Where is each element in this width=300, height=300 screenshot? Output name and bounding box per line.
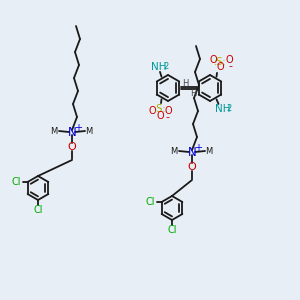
Text: NH: NH — [215, 104, 230, 114]
Text: 2: 2 — [164, 62, 169, 71]
Text: +: + — [194, 143, 202, 153]
Text: 2: 2 — [227, 104, 232, 113]
Text: H: H — [190, 88, 196, 98]
Text: :S:: :S: — [154, 104, 166, 114]
Text: O: O — [188, 162, 196, 172]
Text: O: O — [209, 55, 217, 65]
Text: O: O — [148, 106, 156, 116]
Text: O: O — [156, 111, 164, 121]
Text: +: + — [74, 123, 82, 133]
Text: O: O — [216, 62, 224, 72]
Text: Cl: Cl — [167, 225, 177, 235]
Text: O: O — [164, 106, 172, 116]
Text: O: O — [225, 55, 233, 65]
Text: -: - — [228, 61, 232, 71]
Text: Cl: Cl — [33, 205, 43, 215]
Text: O: O — [68, 142, 76, 152]
Text: M: M — [206, 146, 213, 155]
Text: Cl: Cl — [146, 197, 155, 207]
Text: M: M — [50, 127, 58, 136]
Text: N: N — [188, 146, 196, 158]
Text: M: M — [170, 146, 178, 155]
Text: H: H — [182, 79, 188, 88]
Text: -: - — [165, 112, 169, 122]
Text: :S:: :S: — [214, 57, 226, 67]
Text: M: M — [85, 127, 93, 136]
Text: NH: NH — [151, 62, 167, 72]
Text: Cl: Cl — [12, 177, 21, 187]
Text: N: N — [68, 125, 76, 139]
